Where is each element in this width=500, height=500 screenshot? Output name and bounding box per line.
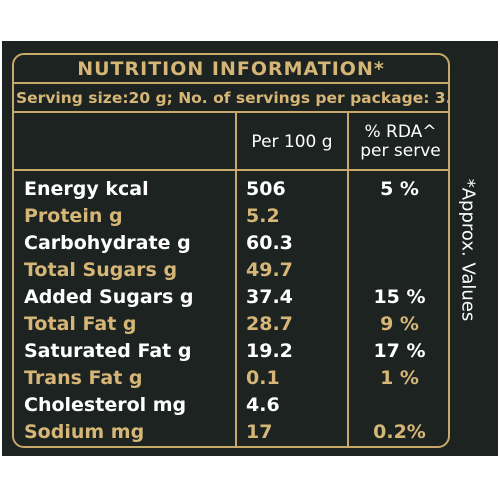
nutrient-name: Total Fat g [24, 313, 137, 335]
nutrient-rda: 1 % [380, 367, 419, 389]
rda-header-line2: per serve [360, 141, 441, 161]
nutrient-rda: 15 % [373, 286, 426, 308]
nutrient-row-total-sugars: Total Sugars g 49.7 [14, 257, 448, 283]
rda-header-line1: % RDA^ [364, 122, 437, 142]
title-divider [14, 82, 448, 84]
nutrient-per100: 28.7 [246, 313, 293, 335]
nutrient-row-protein: Protein g 5.2 [14, 203, 448, 229]
nutrient-row-trans-fat: Trans Fat g 0.1 1 % [14, 365, 448, 391]
serving-info: Serving size:20 g; No. of servings per p… [16, 89, 450, 107]
serving-divider [14, 111, 448, 113]
nutrient-per100: 60.3 [246, 232, 293, 254]
nutrient-per100: 0.1 [246, 367, 280, 389]
nutrient-row-saturated-fat: Saturated Fat g 19.2 17 % [14, 338, 448, 364]
nutrient-per100: 4.6 [246, 394, 280, 416]
nutrient-name: Carbohydrate g [24, 232, 191, 254]
nutrient-name: Total Sugars g [24, 259, 178, 281]
nutrient-per100: 37.4 [246, 286, 293, 308]
nutrient-name: Added Sugars g [24, 286, 194, 308]
column-divider-1 [235, 113, 237, 446]
nutrient-name: Cholesterol mg [24, 394, 187, 416]
nutrient-row-sodium: Sodium mg 17 0.2% [14, 419, 448, 445]
nutrient-per100: 17 [246, 421, 273, 443]
dark-package-panel [2, 41, 498, 456]
nutrient-per100: 19.2 [246, 340, 293, 362]
nutrient-rda: 0.2% [373, 421, 426, 443]
column-divider-2 [347, 113, 349, 446]
approx-values-text: *Approx. Values [457, 178, 479, 322]
nutrient-rda: 5 % [380, 178, 419, 200]
nutrient-per100: 49.7 [246, 259, 293, 281]
nutrient-row-total-fat: Total Fat g 28.7 9 % [14, 311, 448, 337]
nutrient-row-added-sugars: Added Sugars g 37.4 15 % [14, 284, 448, 310]
nutrient-name: Protein g [24, 205, 123, 227]
nutrient-rda: 17 % [373, 340, 426, 362]
nutrient-name: Energy kcal [24, 178, 149, 200]
per-100g-header: Per 100 g [251, 132, 333, 152]
nutrient-per100: 5.2 [246, 205, 280, 227]
nutrient-name: Saturated Fat g [24, 340, 192, 362]
header-divider [14, 169, 448, 171]
nutrient-row-carbohydrate: Carbohydrate g 60.3 [14, 230, 448, 256]
nutrient-per100: 506 [246, 178, 286, 200]
nutrient-row-cholesterol: Cholesterol mg 4.6 [14, 392, 448, 418]
nutrient-rda: 9 % [380, 313, 419, 335]
nutrient-row-energy: Energy kcal 506 5 % [14, 176, 448, 202]
nutrition-table: NUTRITION INFORMATION* Serving size:20 g… [12, 53, 450, 448]
nutrient-name: Sodium mg [24, 421, 145, 443]
nutrition-title: NUTRITION INFORMATION* [77, 58, 385, 80]
nutrient-name: Trans Fat g [24, 367, 143, 389]
